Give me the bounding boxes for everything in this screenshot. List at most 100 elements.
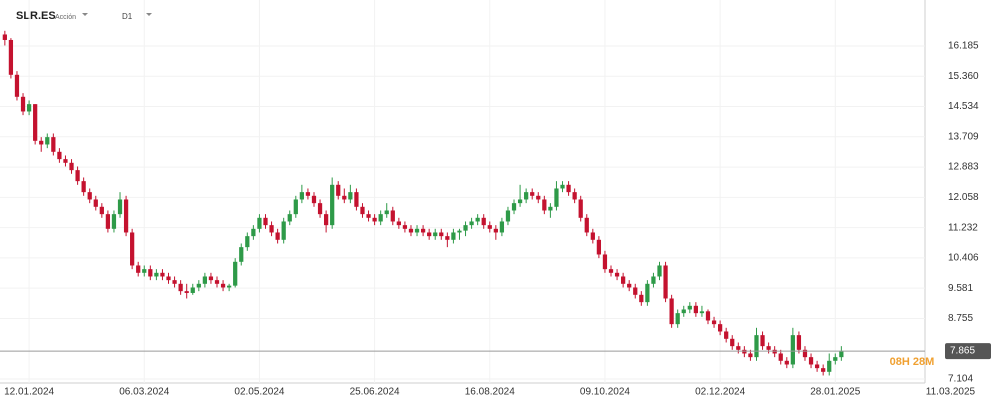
candle-body — [281, 221, 286, 240]
instrument: Acción — [55, 14, 76, 21]
candle-body — [681, 309, 686, 314]
candle-body — [663, 265, 668, 299]
candle-body — [451, 232, 456, 240]
dropdown-arrow[interactable] — [146, 13, 152, 16]
candle-body — [14, 74, 20, 97]
candle-body — [239, 247, 244, 262]
candle-body — [530, 192, 535, 196]
candle-body — [420, 228, 426, 233]
candle-body — [130, 232, 135, 266]
candle-body — [517, 199, 523, 204]
candle-body — [105, 214, 111, 229]
candle-body — [627, 283, 632, 288]
candle-body — [184, 291, 189, 293]
candle-body — [772, 349, 777, 354]
candle-body — [633, 287, 638, 295]
candle-body — [166, 276, 171, 281]
candle-body — [524, 192, 529, 200]
dropdown-arrow[interactable] — [82, 13, 88, 16]
candle-body — [402, 225, 408, 229]
candle-body — [2, 34, 7, 40]
candle-body — [742, 349, 747, 354]
candle-body — [572, 192, 577, 200]
x-tick-label: 25.06.2024 — [350, 387, 400, 398]
candle-body — [299, 192, 304, 200]
candle-body — [778, 353, 783, 361]
candle-body — [754, 335, 759, 358]
candle-body — [148, 269, 153, 277]
candle-body — [220, 283, 226, 288]
candle-body — [257, 217, 262, 229]
candle-body — [190, 287, 195, 293]
candle-body — [396, 221, 401, 226]
candle-body — [214, 280, 220, 284]
x-tick-label: 28.01.2025 — [810, 387, 860, 398]
candle-body — [469, 221, 474, 226]
candle-body — [487, 225, 492, 229]
candle-body — [57, 151, 62, 160]
x-tick-label: 02.05.2024 — [234, 387, 284, 398]
candle-body — [390, 210, 395, 222]
candle-body — [336, 184, 341, 196]
candle-body — [675, 313, 680, 325]
y-tick-label: 13.709 — [948, 131, 979, 142]
candle-body — [233, 261, 238, 286]
candle-body — [596, 239, 602, 255]
candle-body — [687, 305, 692, 310]
candle-body — [196, 283, 201, 288]
candle-body — [536, 195, 541, 200]
candle-body — [705, 311, 711, 321]
candle-body — [608, 269, 614, 273]
candle-body — [499, 221, 505, 233]
candle-body — [639, 294, 644, 303]
candle-body — [693, 305, 698, 314]
candle-body — [814, 364, 820, 369]
symbol[interactable]: SLR.ES — [16, 10, 56, 22]
candle-body — [69, 162, 74, 171]
candle-body — [475, 217, 480, 222]
countdown: 08H 28M — [890, 356, 935, 368]
candle-body — [542, 199, 547, 211]
candle-body — [208, 276, 214, 281]
candle-body — [293, 199, 298, 215]
y-tick-label: 8.755 — [948, 313, 973, 324]
candle-body — [414, 228, 420, 233]
candle-body — [378, 214, 383, 222]
timeframe[interactable]: D1 — [122, 12, 133, 21]
candle-body — [111, 214, 117, 229]
candle-body — [287, 214, 292, 222]
candle-body — [366, 214, 371, 218]
candle-body — [342, 195, 347, 200]
candle-body — [348, 192, 353, 200]
candle-body — [730, 338, 735, 347]
candle-body — [748, 353, 753, 358]
candle-body — [117, 199, 123, 215]
y-tick-label: 12.883 — [948, 162, 979, 173]
candle-body — [251, 228, 256, 237]
y-tick-label: 7.104 — [948, 374, 973, 385]
candle-body — [602, 254, 608, 270]
candle-body — [566, 184, 571, 193]
candle-body — [711, 320, 717, 325]
candle-body — [463, 225, 468, 231]
candle-body — [821, 368, 826, 372]
candle-body — [584, 217, 589, 233]
candle-body — [360, 206, 365, 215]
candle-body — [657, 265, 662, 277]
candle-body — [802, 349, 808, 358]
candle-body — [93, 199, 98, 207]
x-tick-label: 02.12.2024 — [695, 387, 745, 398]
candle-body — [796, 335, 802, 350]
candle-body — [263, 217, 268, 226]
candle-body — [554, 188, 559, 207]
candle-body — [445, 236, 450, 240]
x-tick-label: 12.01.2024 — [4, 387, 54, 398]
candle-body — [717, 324, 723, 332]
candle-body — [433, 232, 438, 237]
candle-body — [26, 104, 32, 112]
y-tick-label: 16.185 — [948, 41, 979, 52]
x-tick-label: 16.08.2024 — [465, 387, 515, 398]
y-tick-label: 12.058 — [948, 192, 979, 203]
y-tick-label: 11.232 — [948, 222, 978, 233]
